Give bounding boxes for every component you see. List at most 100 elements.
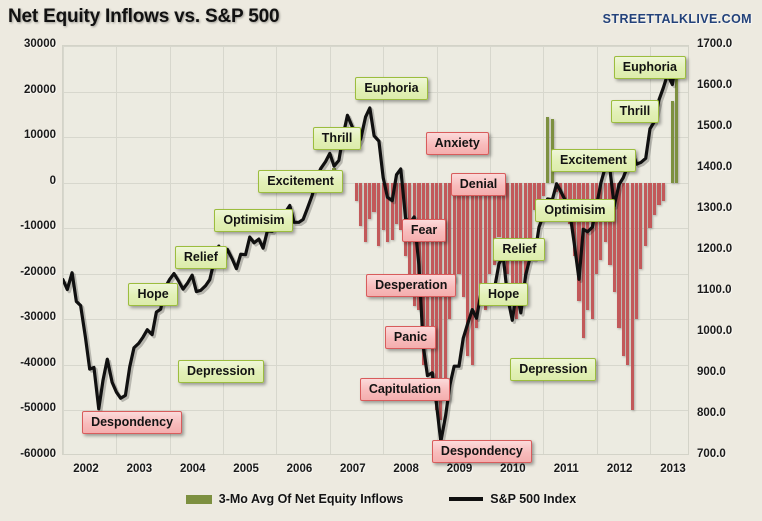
bar-net-equity-inflow [497,182,501,238]
bar-net-equity-inflow [488,182,492,274]
bar-net-equity-inflow [630,182,634,411]
bar-net-equity-inflow [479,182,483,297]
bar-net-equity-inflow [661,182,665,201]
legend-label-inflows: 3-Mo Avg Of Net Equity Inflows [218,492,404,506]
bar-net-equity-inflow [537,182,541,201]
gridline-horizontal [63,228,688,229]
bar-net-equity-inflow [612,182,616,292]
bar-net-equity-inflow [670,100,674,183]
y-axis-right-tick: 700.0 [697,448,726,460]
bar-net-equity-inflow [595,182,599,274]
gridline-vertical [116,46,117,454]
bar-net-equity-inflow [399,182,403,231]
annotation-callout-anxiety: Anxiety [425,132,489,156]
x-axis-tick: 2012 [606,463,633,475]
bar-net-equity-inflow [528,182,532,242]
annotation-callout-despondency: Despondency [82,411,183,435]
gridline-horizontal [63,46,688,47]
bar-net-equity-inflow [501,182,505,247]
bar-net-equity-inflow [377,182,381,247]
legend-label-sp500: S&P 500 Index [490,492,577,506]
x-axis-tick: 2006 [286,463,313,475]
bar-net-equity-inflow [421,182,425,365]
bar-net-equity-inflow [675,61,679,183]
annotation-callout-thrill: Thrill [312,127,362,151]
annotation-callout-despondency: Despondency [431,440,532,464]
bar-net-equity-inflow [452,182,456,283]
bar-net-equity-inflow [461,182,465,297]
bar-net-equity-inflow [581,182,585,338]
y-axis-left-tick: -20000 [20,265,56,278]
gridline-vertical [63,46,64,454]
x-axis-tick: 2011 [553,463,579,475]
bar-net-equity-inflow [585,182,590,311]
annotation-callout-euphoria: Euphoria [355,77,428,101]
gridline-vertical [170,46,171,454]
bar-net-equity-inflow [394,182,399,224]
bar-net-equity-inflow [541,182,545,197]
chart-legend: 3-Mo Avg Of Net Equity Inflows S&P 500 I… [0,487,762,511]
y-axis-left-tick: 30000 [24,38,56,50]
bar-net-equity-inflow [425,182,430,343]
bar-net-equity-inflow [635,182,639,320]
x-axis-tick: 2010 [500,463,526,475]
gridline-horizontal [63,319,688,320]
bar-net-equity-inflow [465,182,470,356]
legend-bar-swatch-icon [185,494,212,504]
bar-net-equity-inflow [412,182,416,306]
y-axis-left-tick: 20000 [24,83,56,96]
gridline-horizontal [63,410,688,411]
x-axis-tick: 2009 [446,463,473,475]
y-axis-right-tick: 1700.0 [697,38,733,50]
bar-net-equity-inflow [577,182,581,302]
x-axis-tick: 2007 [340,463,366,475]
y-axis-left-tick: -60000 [20,448,56,460]
annotation-callout-capitulation: Capitulation [359,378,451,402]
x-axis-tick: 2004 [179,463,206,475]
y-axis-left-tick: 0 [49,174,56,187]
bar-net-equity-inflow [625,182,630,365]
y-axis-right-tick: 1600.0 [697,79,733,91]
annotation-callout-desperation: Desperation [366,274,457,298]
bar-net-equity-inflow [492,182,496,265]
bar-net-equity-inflow [652,182,656,215]
bar-net-equity-inflow [368,182,372,220]
annotation-callout-relief: Relief [493,238,546,262]
annotation-callout-excitement: Excitement [258,170,343,194]
bar-net-equity-inflow [621,182,625,356]
annotation-callout-relief: Relief [174,246,227,270]
bar-net-equity-inflow [470,182,474,365]
gridline-vertical [650,46,651,454]
bar-net-equity-inflow [385,182,390,242]
annotation-callout-hope: Hope [128,283,178,307]
y-axis-right-tick: 1400.0 [697,161,733,173]
annotation-callout-depression: Depression [177,360,265,384]
bar-net-equity-inflow [457,182,461,274]
legend-line-swatch-icon [449,497,484,501]
bar-net-equity-inflow [657,182,661,206]
legend-item-inflows: 3-Mo Avg Of Net Equity Inflows [185,492,404,506]
gridline-vertical [276,46,277,454]
bar-net-equity-inflow [417,182,421,311]
y-axis-left-tick: -30000 [20,311,56,324]
gridline-vertical [383,46,384,454]
gridline-horizontal [63,365,688,366]
y-axis-right-tick: 800.0 [697,407,726,419]
y-axis-right-tick: 900.0 [697,366,726,378]
bar-net-equity-inflow [439,182,443,420]
annotation-callout-denial: Denial [450,173,507,197]
legend-item-sp500: S&P 500 Index [449,492,576,506]
bar-net-equity-inflow [363,182,368,242]
annotation-callout-fear: Fear [401,219,447,243]
bar-net-equity-inflow [617,182,621,329]
bar-net-equity-inflow [354,182,359,201]
annotation-callout-excitement: Excitement [551,149,636,173]
gridline-vertical [330,46,331,454]
y-axis-right-tick: 1300.0 [697,202,733,214]
annotation-callout-euphoria: Euphoria [613,56,686,80]
y-axis-left-tick: 10000 [24,129,56,142]
y-axis-right-tick: 1200.0 [697,243,733,255]
watermark-streettalklive: STREETTALKLIVE.COM [602,12,752,26]
bar-net-equity-inflow [524,182,528,279]
